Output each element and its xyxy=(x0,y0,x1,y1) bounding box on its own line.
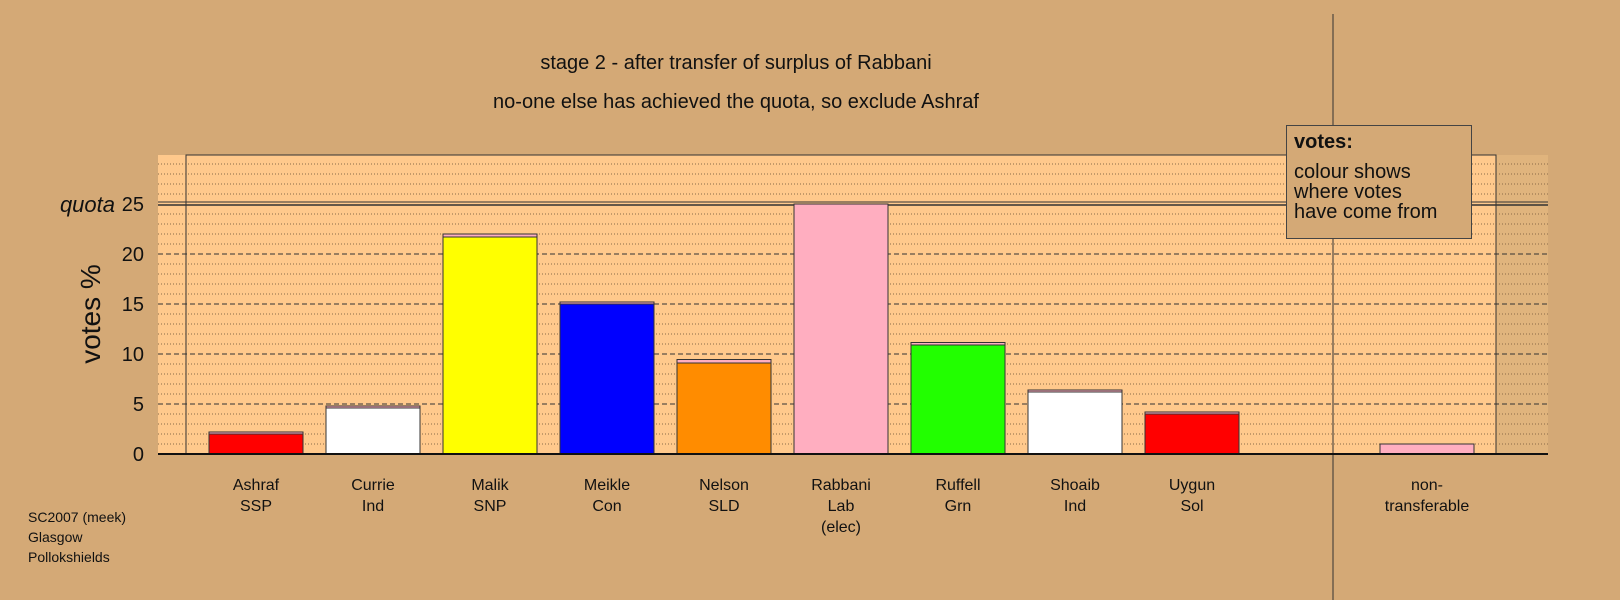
candidate-name: Rabbani xyxy=(811,477,871,494)
source-line-3: Pollokshields xyxy=(28,549,110,565)
candidate-party: SSP xyxy=(240,498,272,515)
bar-uygun xyxy=(1144,413,1240,455)
y-tick-label: 25 xyxy=(122,194,144,216)
y-tick-label: 15 xyxy=(122,294,144,316)
candidate-party: SNP xyxy=(474,498,507,515)
transfer-segment xyxy=(1027,389,1123,393)
bar-ashraf xyxy=(208,433,304,455)
source-line-2: Glasgow xyxy=(28,529,83,545)
candidate-name: Currie xyxy=(351,477,395,494)
bar-malik xyxy=(442,236,538,455)
candidate-party: Con xyxy=(592,498,621,515)
bar-ruffell xyxy=(910,344,1006,455)
y-axis-label: votes % xyxy=(75,264,106,364)
bar-meikle xyxy=(559,303,655,455)
candidate-name: Uygun xyxy=(1169,477,1215,494)
candidate-party: SLD xyxy=(708,498,739,515)
bar-shoaib xyxy=(1027,391,1123,455)
transfer-segment xyxy=(559,301,655,305)
candidate-name: Nelson xyxy=(699,477,749,494)
source-note: SC2007 (meek) Glasgow Pollokshields xyxy=(28,507,126,567)
transfer-segment xyxy=(676,359,772,364)
quota-label: quota xyxy=(60,192,115,217)
transfer-segment xyxy=(325,405,421,409)
candidate-name: Ruffell xyxy=(935,477,980,494)
transfer-segment xyxy=(910,342,1006,346)
y-tick-label: 10 xyxy=(122,344,144,366)
candidate-name: Meikle xyxy=(584,477,630,494)
chart-title: stage 2 - after transfer of surplus of R… xyxy=(540,52,932,74)
bar-nontransferable xyxy=(1379,443,1475,455)
legend-line-3: have come from xyxy=(1294,201,1438,223)
legend-box: votes: colour shows where votes have com… xyxy=(1286,125,1472,239)
legend-line-2: where votes xyxy=(1294,181,1402,203)
candidate-party: Lab xyxy=(828,498,855,515)
y-tick-label: 5 xyxy=(133,394,144,416)
nontransferable-label: non- xyxy=(1411,477,1443,494)
transfer-segment xyxy=(1144,411,1240,415)
y-tick-label: 20 xyxy=(122,244,144,266)
candidate-name: Malik xyxy=(471,477,509,494)
legend-title: votes: xyxy=(1294,131,1353,153)
transfer-segment xyxy=(208,431,304,435)
bar-rabbani xyxy=(793,203,889,455)
source-line-1: SC2007 (meek) xyxy=(28,509,127,525)
bar-nelson xyxy=(676,362,772,455)
candidate-party: Grn xyxy=(945,498,972,515)
bar-currie xyxy=(325,407,421,455)
candidate-note: (elec) xyxy=(821,519,861,536)
y-tick-label: 0 xyxy=(133,444,144,466)
chart-subtitle: no-one else has achieved the quota, so e… xyxy=(493,91,979,113)
candidate-party: Sol xyxy=(1180,498,1203,515)
transfer-segment xyxy=(442,233,538,238)
candidate-party: Ind xyxy=(1064,498,1086,515)
candidate-name: Ashraf xyxy=(233,477,280,494)
legend-line-1: colour shows xyxy=(1294,161,1411,183)
candidate-name: Shoaib xyxy=(1050,477,1100,494)
nontransferable-label: transferable xyxy=(1385,498,1470,515)
candidate-party: Ind xyxy=(362,498,384,515)
